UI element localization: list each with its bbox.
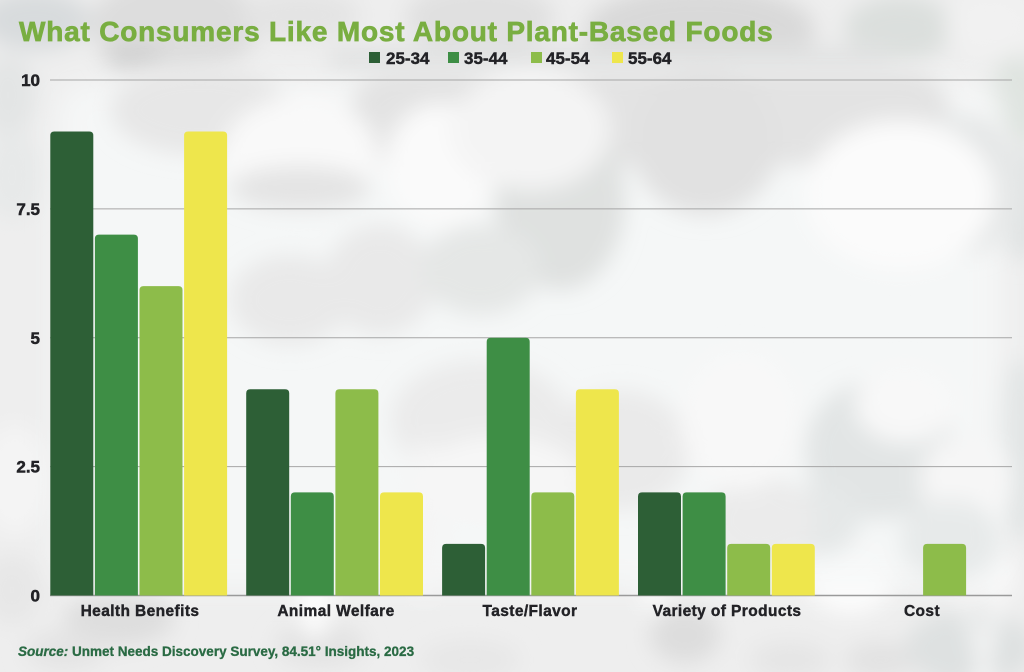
svg-text:Health Benefits: Health Benefits [81, 603, 200, 620]
svg-text:What Consumers Like Most About: What Consumers Like Most About Plant-Bas… [19, 16, 774, 47]
svg-text:25-34: 25-34 [386, 49, 430, 68]
svg-text:Variety of Products: Variety of Products [653, 603, 802, 620]
svg-text:Animal Welfare: Animal Welfare [277, 603, 394, 620]
svg-text:55-64: 55-64 [628, 49, 672, 68]
svg-text:7.5: 7.5 [16, 200, 40, 219]
svg-text:45-54: 45-54 [546, 49, 590, 68]
svg-text:35-44: 35-44 [464, 49, 508, 68]
svg-text:2.5: 2.5 [16, 458, 40, 477]
svg-text:Taste/Flavor: Taste/Flavor [483, 603, 578, 620]
svg-text:Cost: Cost [904, 603, 940, 620]
svg-text:10: 10 [21, 71, 40, 90]
svg-text:5: 5 [31, 329, 40, 348]
svg-text:0: 0 [31, 587, 40, 606]
svg-text:Source: Unmet Needs Discovery: Source: Unmet Needs Discovery Survey, 84… [18, 644, 415, 659]
